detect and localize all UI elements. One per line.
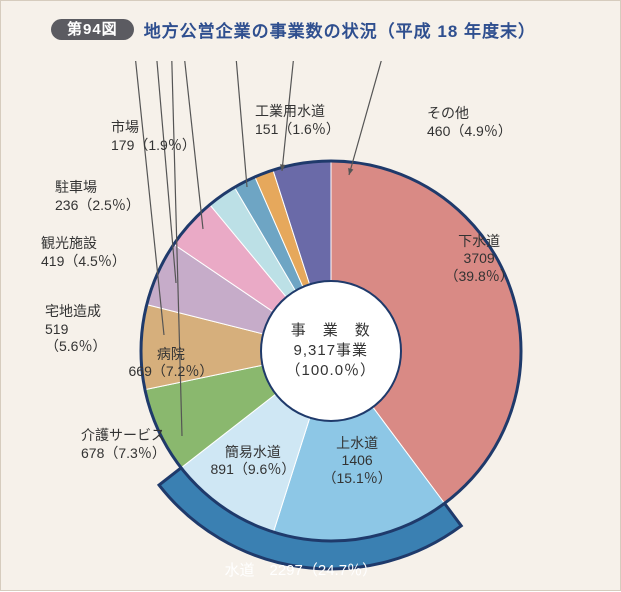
label-water_simple: 簡易水道891（9.6％）	[211, 444, 296, 479]
figure-title-bar: 第94図 地方公営企業の事業数の状況（平成 18 年度末）	[51, 15, 600, 43]
label-hospital: 病院669（7.2％）	[129, 346, 214, 381]
figure-title: 地方公営企業の事業数の状況（平成 18 年度末）	[144, 17, 536, 42]
label-land: 宅地造成519（5.6％）	[45, 303, 106, 356]
label-water_sup: 上水道1406（15.1％）	[323, 435, 392, 488]
label-care: 介護サービス678（7.3％）	[81, 427, 166, 462]
center-label: 事 業 数9,317事業（100.0％）	[286, 321, 377, 382]
label-market: 市場179（1.9％）	[111, 119, 196, 154]
figure-container: 第94図 地方公営企業の事業数の状況（平成 18 年度末） 下水道3709（39…	[0, 0, 621, 591]
label-ind_water: 工業用水道151（1.6％）	[255, 103, 340, 138]
label-tourism: 観光施設419（4.5％）	[41, 235, 126, 270]
label-water-band: 水道 2297（24.7％）	[225, 559, 378, 580]
label-other: その他460（4.9％）	[427, 105, 512, 140]
figure-number-badge: 第94図	[51, 19, 134, 40]
label-sewer: 下水道3709（39.8％）	[445, 233, 514, 286]
label-parking: 駐車場236（2.5％）	[55, 179, 140, 214]
callout-line	[198, 61, 247, 187]
pie-chart: 下水道3709（39.8％） 上水道1406（15.1％） 簡易水道891（9.6％…	[1, 61, 620, 590]
